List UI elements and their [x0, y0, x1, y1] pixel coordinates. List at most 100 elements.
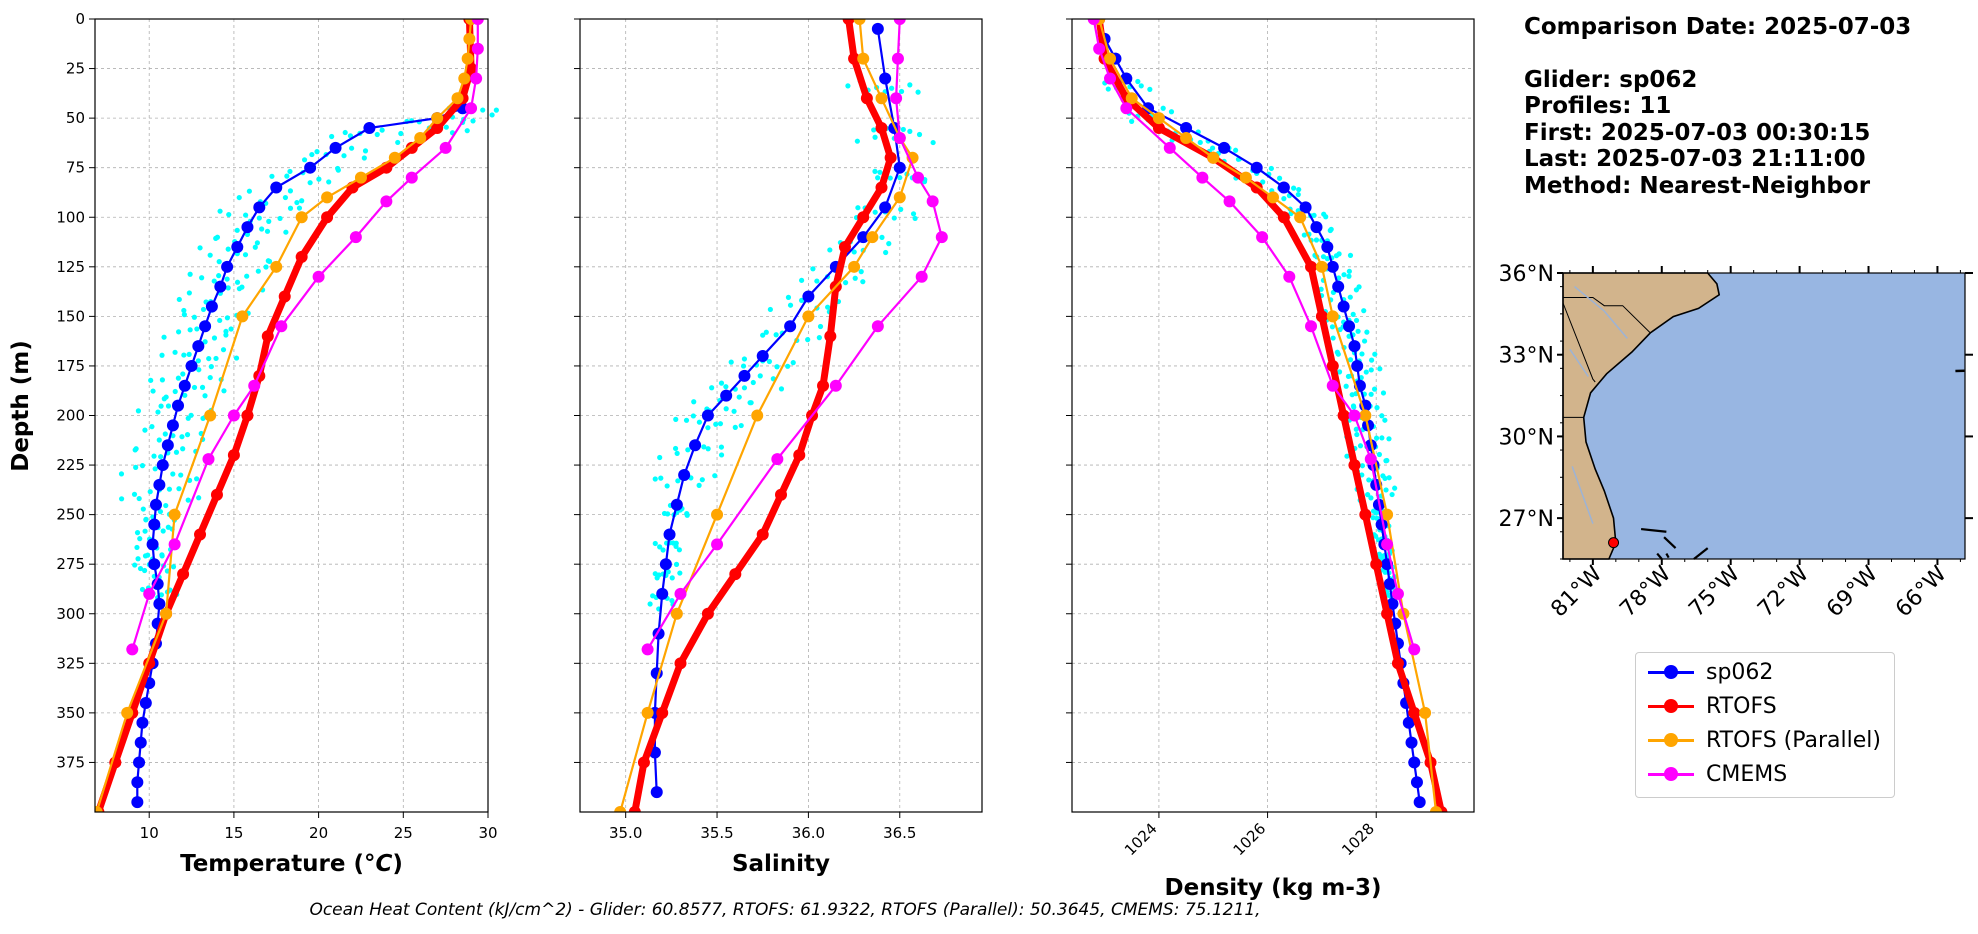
profile-point [296, 205, 303, 211]
profile-point [741, 356, 748, 362]
legend-item-cmems: CMEMS [1648, 757, 1787, 791]
series-rtofs [628, 19, 897, 812]
data-point [178, 379, 191, 392]
profile-point [216, 273, 222, 279]
profile-point [152, 466, 158, 472]
data-point [824, 330, 837, 343]
profile-point [199, 275, 205, 281]
data-point [1294, 211, 1307, 224]
profile-point [1135, 78, 1141, 85]
profile-point [1329, 324, 1336, 330]
profile-point [287, 205, 294, 211]
profile-point [196, 367, 202, 373]
profile-point [207, 374, 213, 381]
temperature-unit-close: ) [392, 851, 403, 877]
data-point [650, 786, 663, 799]
profile-point [701, 444, 707, 450]
data-point [890, 92, 903, 105]
profile-point [191, 314, 197, 320]
profile-point [133, 446, 139, 452]
data-point [1283, 270, 1296, 283]
data-point [270, 181, 283, 194]
profile-point [139, 463, 146, 469]
data-point [915, 270, 928, 283]
profile-point [145, 552, 151, 558]
data-point [1125, 92, 1138, 105]
x-tick-label: 35.5 [700, 824, 733, 842]
profile-point [151, 453, 157, 459]
profile-point [266, 218, 272, 224]
profile-point [224, 276, 230, 282]
profile-point [1350, 311, 1356, 317]
profile-point [1382, 475, 1388, 482]
profile-point [736, 394, 742, 400]
data-point [1383, 578, 1396, 591]
y-tick-label: 75 [66, 159, 85, 177]
y-tick-label: 350 [56, 704, 85, 722]
data-point [857, 231, 870, 244]
profile-point [912, 215, 918, 222]
profile-point [170, 471, 176, 477]
data-point [659, 558, 672, 571]
data-point [380, 195, 393, 208]
data-point [1218, 141, 1231, 154]
profile-point [858, 269, 864, 275]
data-point [312, 270, 325, 283]
profile-point [1353, 426, 1359, 432]
profile-point [282, 194, 289, 201]
profile-point [158, 403, 164, 409]
profile-point [1347, 252, 1354, 259]
data-point [168, 508, 181, 521]
profile-point [176, 296, 182, 303]
series-cmems [641, 19, 948, 656]
profile-point [135, 408, 142, 414]
profile-point [165, 403, 172, 409]
legend-item-rtofs-parallel: RTOFS (Parallel) [1648, 723, 1881, 757]
data-point [751, 409, 764, 422]
profile-point [1364, 329, 1370, 335]
profile-point [1359, 463, 1366, 469]
profile-point [133, 464, 139, 470]
data-point [1326, 359, 1339, 372]
data-point [1359, 508, 1372, 521]
map-frame [1562, 272, 1966, 560]
profile-point [717, 421, 724, 427]
profile-point [172, 388, 178, 395]
data-point [1348, 409, 1361, 422]
profile-point [1209, 145, 1216, 151]
data-point [1163, 141, 1176, 154]
profile-point [713, 421, 719, 427]
data-point [1299, 201, 1312, 214]
first-profile-time: First: 2025-07-03 00:30:15 [1524, 119, 1871, 146]
data-point [1408, 756, 1421, 769]
y-tick-label: 0 [75, 10, 85, 28]
profile-point [647, 601, 653, 607]
profile-point [740, 363, 747, 369]
data-point [1256, 231, 1269, 244]
data-point [879, 72, 892, 85]
profile-point [159, 352, 165, 358]
profile-point [852, 275, 858, 281]
data-point [304, 161, 317, 174]
profile-point [860, 279, 866, 285]
profile-point [200, 306, 207, 313]
profile-point [732, 424, 738, 430]
data-point [689, 439, 702, 452]
data-point [1305, 320, 1318, 333]
profile-point [872, 134, 878, 140]
profile-point [158, 592, 165, 598]
profile-point [767, 306, 773, 313]
profile-point [1291, 185, 1297, 191]
y-tick-label: 375 [56, 753, 85, 771]
data-point [248, 379, 261, 392]
data-point [458, 72, 471, 85]
data-point [893, 19, 906, 25]
data-point [146, 538, 159, 551]
profile-point [1379, 435, 1385, 441]
profile-point [186, 351, 192, 357]
x-tick-label: 36.0 [792, 824, 825, 842]
data-point [465, 62, 478, 75]
profile-point [361, 155, 367, 161]
profile-point [202, 393, 208, 399]
profile-point [825, 304, 831, 310]
